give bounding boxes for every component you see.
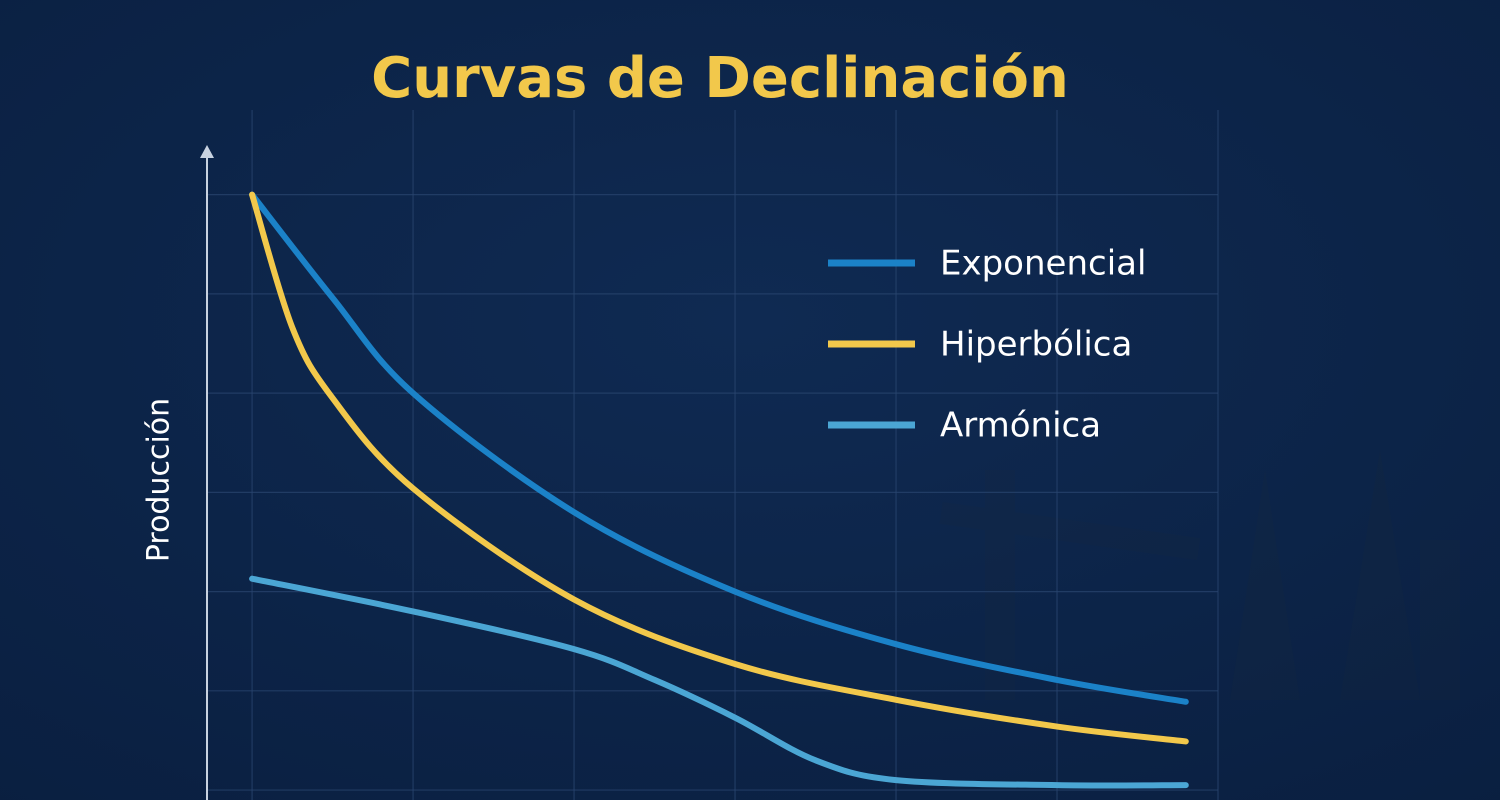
legend-label: Armónica bbox=[940, 406, 1101, 446]
line-series bbox=[249, 575, 1189, 789]
y-axis-arrow bbox=[200, 145, 214, 158]
chart-title: Curvas de Declinación bbox=[371, 46, 1069, 111]
pump-silhouette bbox=[939, 450, 1460, 700]
legend-label: Exponencial bbox=[940, 244, 1146, 284]
legend-label: Hiperbólica bbox=[940, 325, 1132, 365]
legend: Exponencial Hiperbólica Armónica bbox=[828, 244, 1146, 446]
grid bbox=[207, 110, 1219, 800]
lines bbox=[249, 191, 1189, 789]
y-axis-label: Producción bbox=[142, 398, 177, 562]
line-series bbox=[249, 191, 1189, 705]
line-series bbox=[249, 191, 1189, 745]
